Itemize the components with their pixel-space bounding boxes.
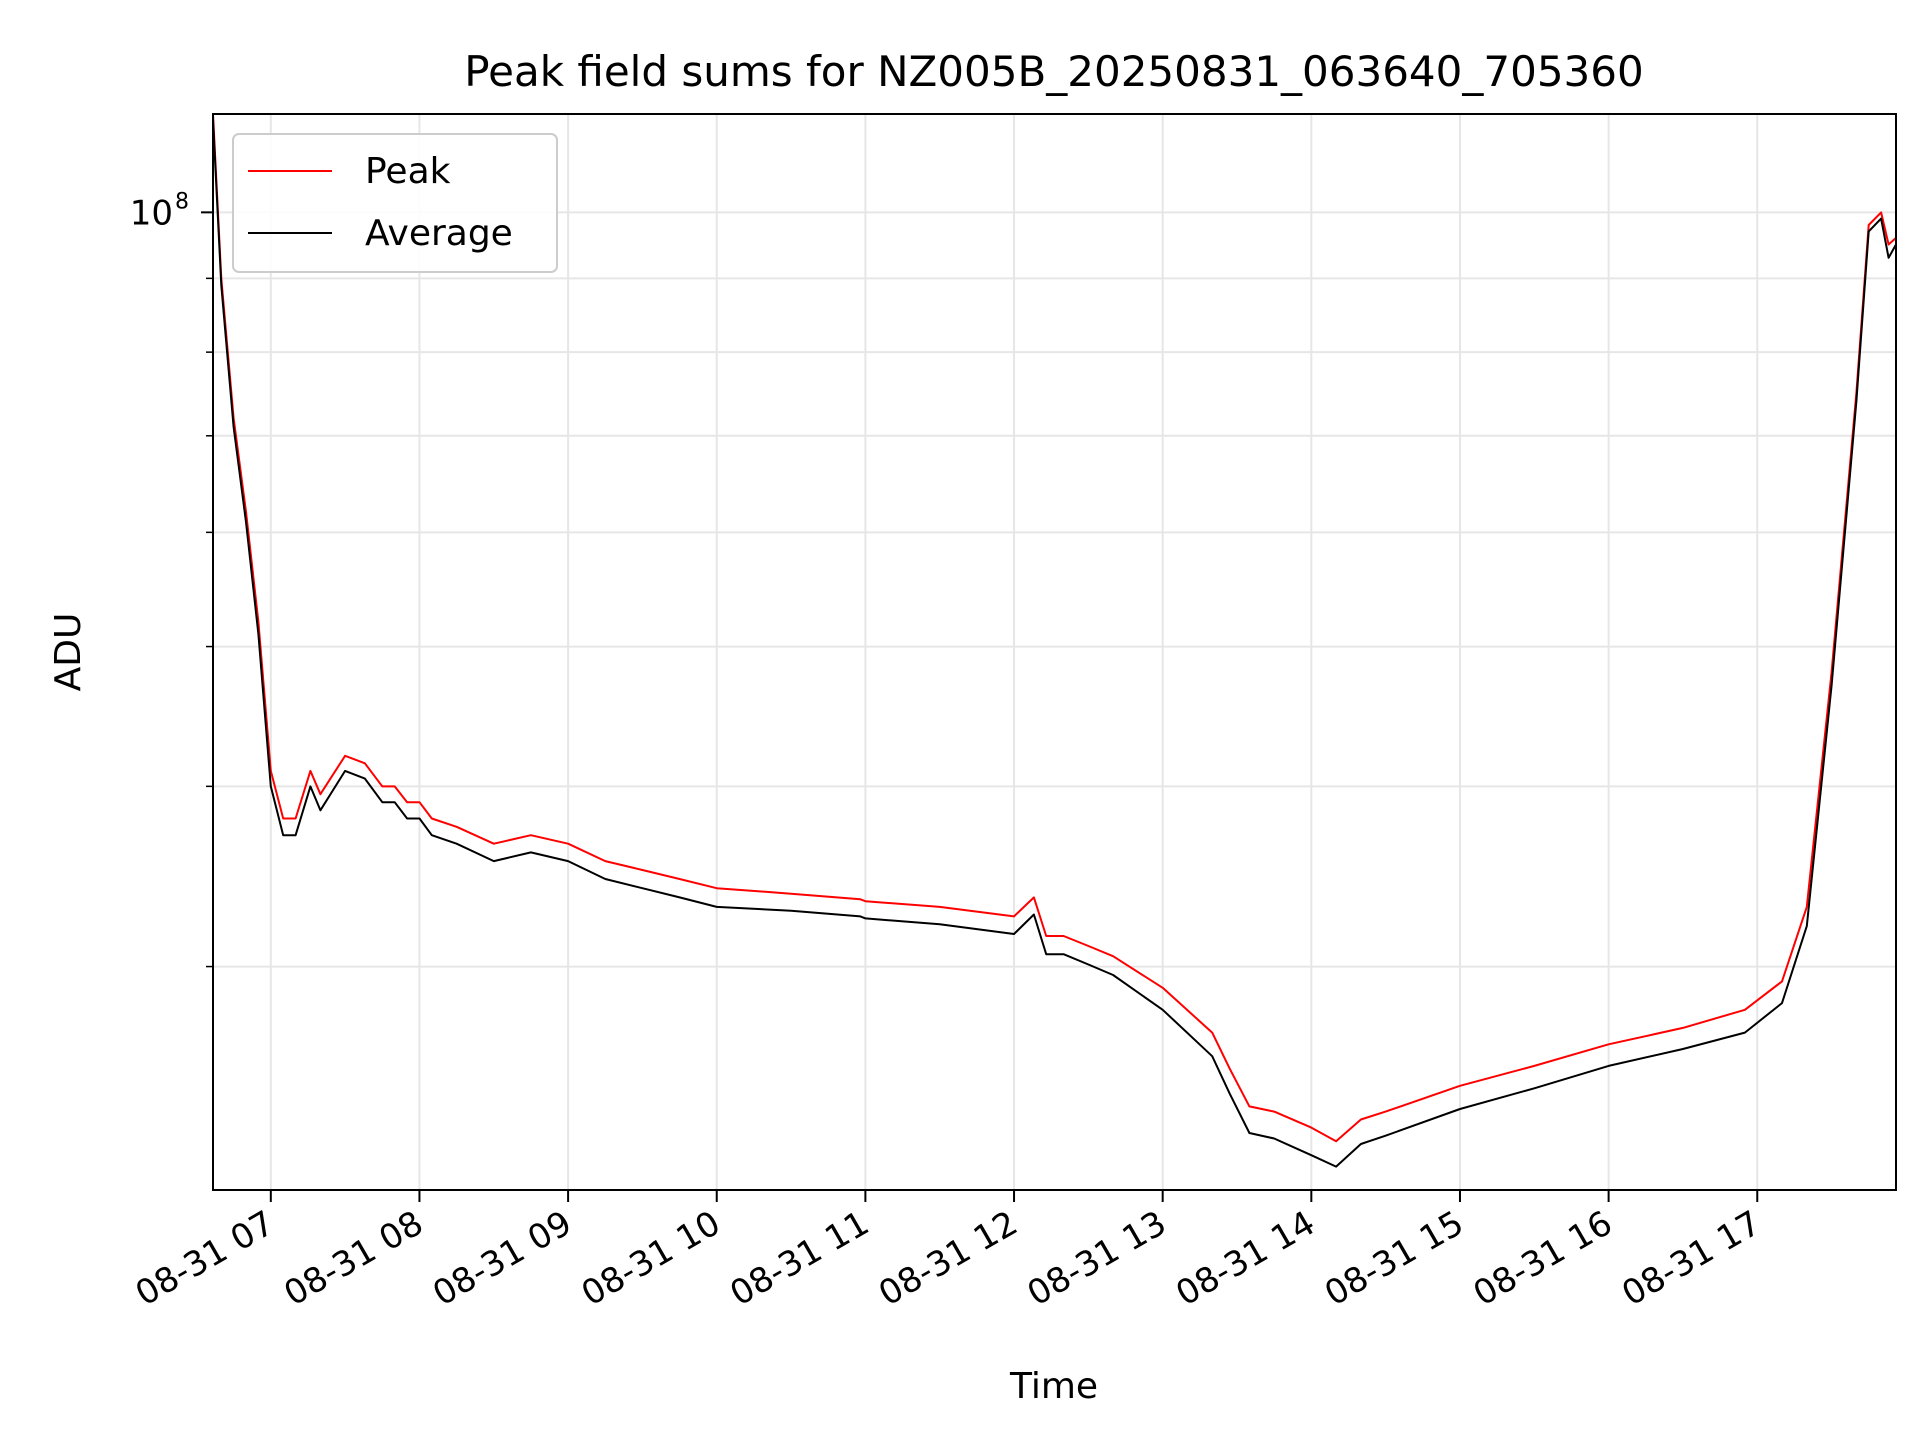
- y-tick-label-exponent: 8: [175, 189, 189, 214]
- series-line-average: [212, 119, 1897, 1168]
- x-axis-label: Time: [1009, 1366, 1098, 1407]
- y-axis-label: ADU: [48, 613, 89, 692]
- y-tick-label: 10: [130, 193, 173, 233]
- chart-title: Peak field sums for NZ005B_20250831_0636…: [464, 47, 1643, 96]
- series-layer: [212, 113, 1897, 1168]
- legend-box: [232, 133, 558, 273]
- series-line-peak: [212, 113, 1897, 1143]
- legend: Peak Average: [232, 133, 558, 273]
- grid: [213, 114, 1896, 1190]
- legend-label-peak: Peak: [365, 151, 451, 192]
- legend-label-average: Average: [365, 213, 513, 254]
- plot-frame: [212, 113, 1897, 1191]
